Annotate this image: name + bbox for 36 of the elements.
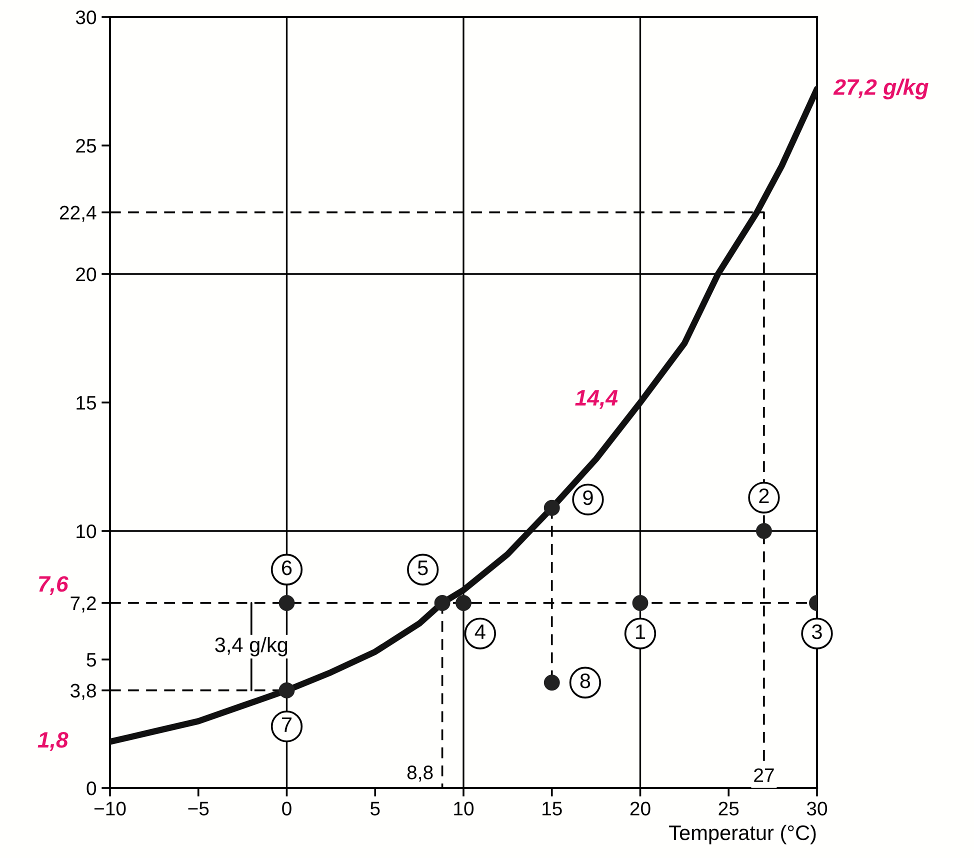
annotation: 1 <box>636 624 646 639</box>
annotation: 14,4 <box>575 390 618 409</box>
x-tick-label: 10 <box>454 802 474 816</box>
annotation: 3 <box>812 624 822 640</box>
y-tick-label: 10 <box>76 524 96 538</box>
y-tick-label: 3,8 <box>70 684 96 700</box>
annotation: 1,8 <box>38 732 68 751</box>
x-tick-label: −5 <box>188 802 209 816</box>
annotation: 27,2 g/kg <box>833 78 928 100</box>
y-tick-label: 25 <box>76 138 96 153</box>
y-tick-label: 7,2 <box>70 596 96 612</box>
text: 7,6 <box>38 576 68 596</box>
x-tick-label: 5 <box>370 802 380 816</box>
x-tick-label: 25 <box>718 802 739 816</box>
annotation: 6 <box>282 560 292 576</box>
x-tick-label: 30 <box>806 802 828 816</box>
x-tick-label: 15 <box>542 802 562 816</box>
annotation: 3,4 g/kg <box>215 636 288 656</box>
y-tick-label: 5 <box>86 653 96 667</box>
x-axis-title: Temperatur (°C) <box>669 824 816 844</box>
annotation: 7 <box>282 718 292 732</box>
y-tick-label: 22,4 <box>60 206 96 222</box>
annotation: 5 <box>418 560 428 576</box>
y-tick-label: 20 <box>76 267 96 282</box>
x-tick-label: 20 <box>630 802 650 816</box>
annotation: 27 <box>754 768 774 782</box>
y-tick-label: 30 <box>76 10 96 24</box>
annotation: 8 <box>580 673 590 688</box>
y-tick-label: 15 <box>76 396 96 410</box>
annotation: 9 <box>583 490 593 506</box>
annotation: 2 <box>759 488 769 504</box>
annotation: 4 <box>474 624 486 639</box>
annotation: 8,8 <box>407 766 433 782</box>
y-tick-label: 0 <box>86 781 96 796</box>
x-tick-label: 0 <box>282 802 292 816</box>
x-tick-label: −10 <box>94 802 126 816</box>
